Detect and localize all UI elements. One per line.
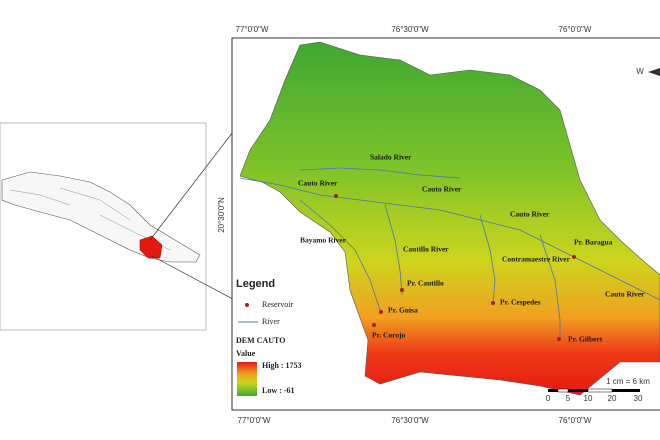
legend-title: Legend [236,278,275,290]
map-labels: Salado River Cauto River Cauto River Cau… [298,153,645,344]
legend-ramp [237,362,257,396]
scale-label: 1 cm = 6 km [606,377,650,386]
reservoir-label: Pr. Cautillo [407,279,444,288]
legend: Legend Reservoir River DEM CAUTO Value H… [236,278,302,396]
reservoir-point [379,310,383,314]
rivers [239,167,660,340]
scale-segment [612,389,640,392]
river-label: Cauto River [605,290,645,299]
river-line [239,177,660,301]
reservoir-label: Pr. Baragua [574,238,613,247]
river-label: Cauto River [298,179,338,188]
coord-label: 76°0'0"W [559,25,592,34]
reservoir-point [491,301,495,305]
legend-low: Low : -61 [262,386,294,395]
inset-map [0,122,207,331]
reservoir-label: Pr. Cespedes [500,298,541,307]
study-area [139,235,163,259]
coord-label: 20°30'0"N [217,197,226,233]
reservoir-label: Pr. Guisa [388,306,418,315]
scale-tick: 0 [546,394,551,403]
scale-segment [587,388,613,393]
scale-segment [568,389,588,392]
coord-label: 76°0'0"W [559,416,592,425]
coord-label: 77°0'0"W [236,25,269,34]
reservoir-point [334,194,338,198]
reservoir-point [572,255,576,259]
reservoir-point [372,323,376,327]
reservoirs [334,194,576,341]
compass-label: W [636,67,644,76]
legend-item: River [262,317,280,326]
coord-label: 76°30'0"W [391,416,429,425]
compass: W [636,67,660,76]
river-line [479,214,496,306]
scale-segment [548,389,558,392]
legend-reservoir-symbol [245,303,249,307]
scale-segment [557,388,569,393]
river-label: Cauto River [422,185,462,194]
river-label: Bayamo River [300,236,347,245]
river-line [384,204,403,296]
reservoir-label: Pr. Corojo [372,331,406,340]
coord-label: 76°30'0"W [391,25,429,34]
river-label: Salado River [370,153,412,162]
legend-heading: DEM CAUTO [236,336,285,345]
coord-label: 77°0'0"W [238,416,271,425]
river-line [539,234,561,340]
legend-high: High : 1753 [262,361,302,370]
scale-tick: 5 [566,394,571,403]
dem-surface [239,41,660,396]
scale-tick: 20 [608,394,617,403]
compass-arrow [648,68,660,76]
scale-tick: 30 [634,394,643,403]
river-label: Contramaestre River [502,255,571,264]
reservoir-point [400,288,404,292]
river-label: Cautillo River [403,245,449,254]
coordinates: 77°0'0"W 76°30'0"W 76°0'0"W 77°0'0"W 76°… [217,25,592,425]
scale-tick: 10 [584,394,593,403]
legend-heading: Value [236,349,256,358]
scale-bar: 1 cm = 6 km 0 5 10 20 30 [546,377,650,403]
legend-item: Reservoir [262,300,293,309]
reservoir-point [557,337,561,341]
river-line [299,199,381,311]
reservoir-label: Pr. Gilbert [568,335,603,344]
river-line [299,167,461,179]
river-label: Cauto River [510,210,550,219]
